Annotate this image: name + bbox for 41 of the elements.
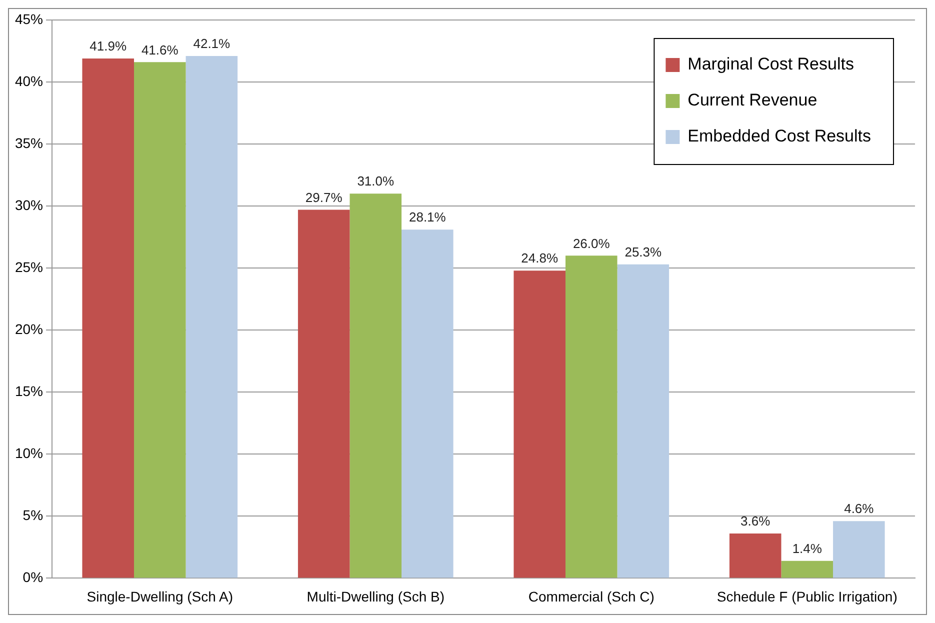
x-tick-label: Single-Dwelling (Sch A)	[86, 588, 234, 604]
y-tick-label: 30%	[14, 196, 44, 213]
y-tick-label: 45%	[14, 10, 44, 27]
y-tick-label: 10%	[14, 445, 44, 462]
bar	[565, 256, 618, 578]
data-label: 3.6%	[740, 514, 771, 529]
bar	[402, 230, 454, 578]
bar	[82, 58, 134, 578]
data-label: 26.0%	[572, 236, 610, 251]
legend-label: Current Revenue	[688, 90, 818, 110]
data-label: 29.7%	[305, 190, 343, 205]
data-label: 1.4%	[792, 540, 822, 556]
legend-label: Marginal Cost Results	[688, 54, 854, 74]
bar	[781, 560, 834, 578]
y-tick-label: 20%	[14, 320, 44, 337]
y-tick-label: 15%	[14, 382, 44, 399]
data-label: 41.9%	[90, 38, 127, 54]
data-label: 28.1%	[408, 210, 446, 225]
bar	[298, 210, 350, 578]
y-tick-label: 40%	[14, 72, 44, 89]
legend-label: Embedded Cost Results	[688, 126, 872, 146]
bar	[350, 194, 402, 578]
bar	[186, 56, 238, 578]
data-label: 42.1%	[193, 36, 231, 52]
bar	[617, 264, 670, 578]
bar	[729, 534, 782, 578]
y-tick-label: 0%	[22, 569, 44, 586]
x-tick-label: Multi-Dwelling (Sch B)	[306, 588, 444, 604]
bar	[833, 521, 885, 578]
y-tick-label: 25%	[14, 258, 44, 275]
y-tick-label: 35%	[14, 134, 44, 151]
bar	[514, 270, 566, 578]
data-label: 25.3%	[624, 244, 662, 260]
data-label: 24.8%	[521, 250, 558, 266]
data-label: 41.6%	[141, 42, 179, 58]
y-tick-label: 5%	[22, 507, 44, 524]
x-tick-label: Schedule F (Public Irrigation)	[716, 588, 898, 604]
data-label: 31.0%	[357, 174, 394, 189]
x-tick-label: Commercial (Sch C)	[528, 588, 654, 604]
bar	[134, 62, 186, 578]
data-label: 4.6%	[844, 501, 874, 516]
